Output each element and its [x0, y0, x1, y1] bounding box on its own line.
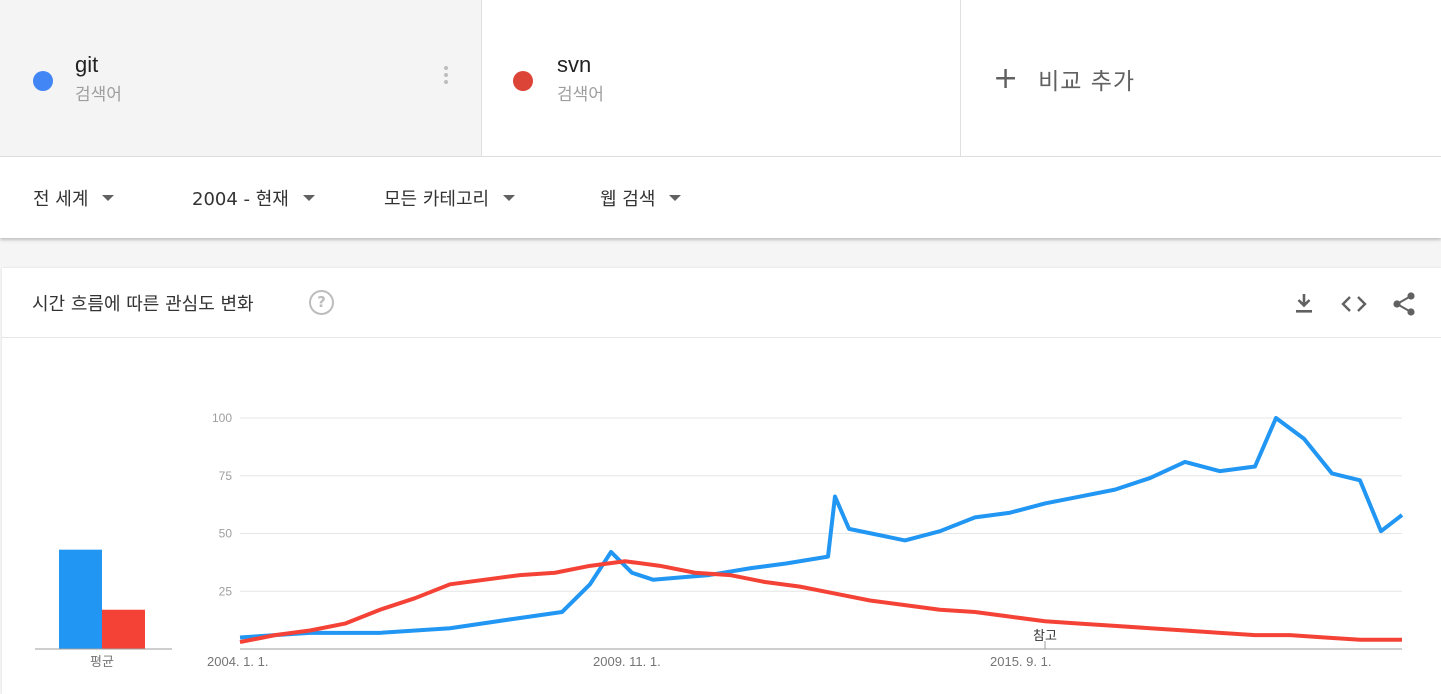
card-title: 시간 흐름에 따른 관심도 변화 — [32, 294, 254, 315]
series-line-git — [239, 416, 1404, 640]
term-type: 검색어 — [557, 85, 604, 105]
search-terms-bar: git 검색어 svn 검색어 + 비교 추가 — [0, 0, 1441, 157]
x-tick-label: 2009. 11. 1. — [593, 654, 661, 669]
average-bar-git — [59, 549, 102, 649]
download-icon[interactable] — [1290, 290, 1318, 318]
card-header: 시간 흐름에 따른 관심도 변화 ? — [2, 268, 1441, 338]
dropdown-arrow-icon — [102, 195, 115, 201]
add-comparison-label: 비교 추가 — [1038, 69, 1136, 95]
y-tick-label: 100 — [212, 411, 232, 425]
category-filter[interactable]: 모든 카테고리 — [384, 185, 516, 211]
term-type: 검색어 — [75, 85, 122, 105]
term-color-dot — [513, 71, 533, 91]
filters-bar: 전 세계 2004 - 현재 모든 카테고리 웹 검색 — [0, 157, 1441, 238]
search-type-filter[interactable]: 웹 검색 — [600, 185, 682, 211]
average-label: 평균 — [90, 655, 114, 670]
x-tick-label: 2004. 1. 1. — [207, 654, 268, 669]
term-name[interactable]: svn — [557, 52, 592, 77]
dropdown-arrow-icon — [302, 195, 315, 201]
dropdown-arrow-icon — [669, 195, 682, 201]
x-tick-label: 2015. 9. 1. — [990, 654, 1051, 669]
embed-icon[interactable] — [1340, 290, 1368, 318]
average-bar-svn — [102, 609, 145, 649]
add-comparison-button[interactable]: + 비교 추가 — [993, 62, 1135, 96]
interest-chart[interactable]: 25 50 75 100 2004. 1. 1. 2009. 11. 1. 2015. 9.… — [2, 268, 1441, 694]
dropdown-arrow-icon — [503, 195, 516, 201]
search-type-filter-label: 웹 검색 — [600, 189, 656, 210]
region-filter[interactable]: 전 세계 — [33, 185, 115, 211]
add-comparison[interactable]: + 비교 추가 — [961, 0, 1441, 156]
term-color-dot — [33, 71, 53, 91]
region-filter-label: 전 세계 — [33, 189, 89, 210]
term-name[interactable]: git — [75, 52, 99, 77]
period-filter-label: 2004 - 현재 — [192, 189, 289, 210]
y-tick-label: 50 — [219, 527, 233, 541]
help-icon[interactable]: ? — [309, 290, 334, 315]
term-card-svn[interactable]: svn 검색어 — [482, 0, 961, 156]
category-filter-label: 모든 카테고리 — [384, 189, 490, 210]
interest-over-time-card: 시간 흐름에 따른 관심도 변화 ? 25 50 75 100 2004. 1. 1. 2… — [2, 268, 1441, 694]
period-filter[interactable]: 2004 - 현재 — [192, 185, 315, 211]
annotation-label: 참고 — [1033, 629, 1057, 644]
plus-icon: + — [993, 61, 1019, 96]
series-line-svn — [239, 559, 1402, 645]
y-tick-label: 75 — [219, 469, 233, 483]
more-options-icon[interactable] — [443, 66, 449, 88]
term-card-git[interactable]: git 검색어 — [0, 0, 482, 156]
y-tick-label: 25 — [219, 584, 233, 598]
share-icon[interactable] — [1390, 290, 1418, 318]
